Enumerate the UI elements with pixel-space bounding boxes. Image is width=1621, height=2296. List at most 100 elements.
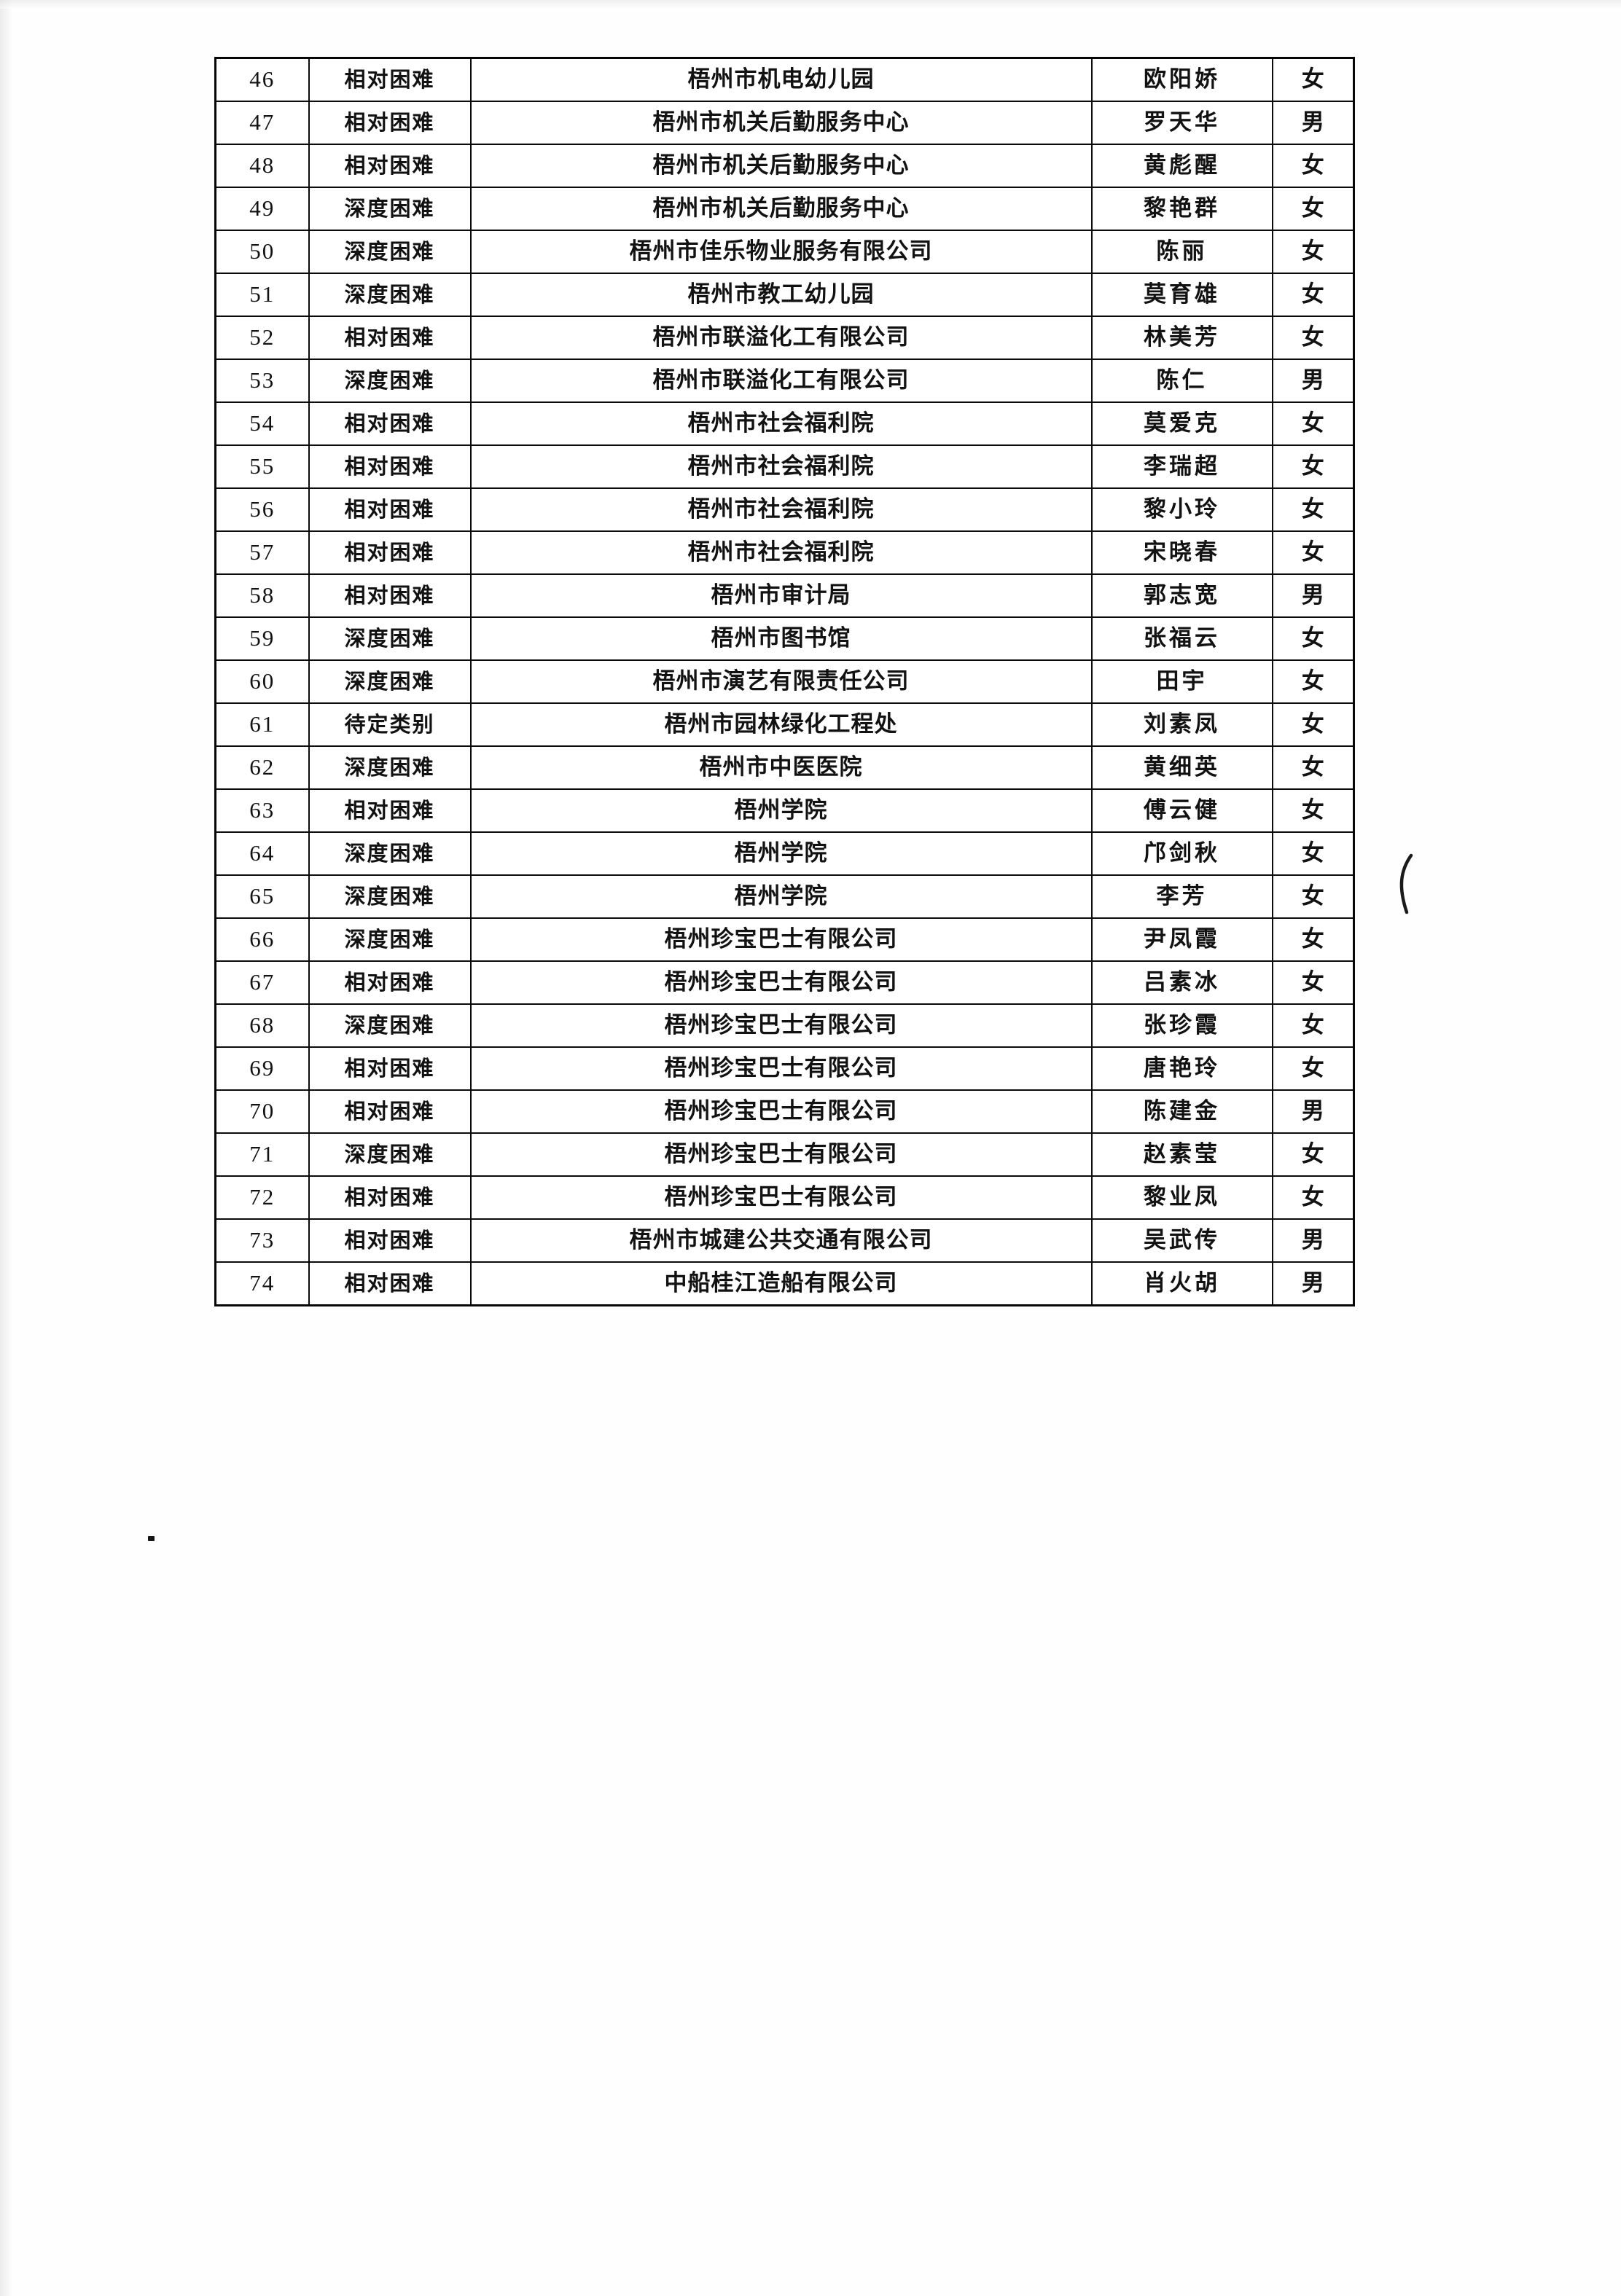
cell-organization-name: 梧州市中医医院 xyxy=(469,745,1093,790)
cell-organization-name: 梧州珍宝巴士有限公司 xyxy=(469,1089,1093,1134)
cell-organization-name: 梧州珍宝巴士有限公司 xyxy=(469,917,1093,962)
cell-person-name: 李芳 xyxy=(1090,874,1273,919)
cell-person-name: 郭志宽 xyxy=(1090,573,1273,618)
cell-organization-name: 梧州市联溢化工有限公司 xyxy=(469,316,1093,360)
cell-organization-name: 中船桂江造船有限公司 xyxy=(469,1261,1093,1306)
table-row: 68 深度困难 梧州珍宝巴士有限公司 张珍霞女 xyxy=(214,1003,1355,1048)
handwritten-pen-mark-icon xyxy=(1385,851,1429,917)
cell-difficulty-category: 相对困难 xyxy=(308,1218,472,1263)
cell-difficulty-category: 深度困难 xyxy=(308,187,472,231)
cell-difficulty-category: 相对困难 xyxy=(308,573,472,618)
cell-sequence-number: 57 xyxy=(214,530,310,575)
cell-gender: 女 xyxy=(1271,401,1355,446)
cell-gender: 女 xyxy=(1271,230,1355,274)
cell-organization-name: 梧州学院 xyxy=(469,788,1093,833)
cell-sequence-number: 49 xyxy=(214,187,310,231)
table-row: 48 相对困难 梧州市机关后勤服务中心 黄彪醒女 xyxy=(214,144,1355,188)
cell-sequence-number: 59 xyxy=(214,616,310,661)
table-row: 74 相对困难 中船桂江造船有限公司 肖火胡男 xyxy=(214,1261,1355,1306)
cell-gender: 女 xyxy=(1271,57,1355,102)
cell-gender: 女 xyxy=(1271,1132,1355,1177)
cell-sequence-number: 50 xyxy=(214,230,310,274)
table-row: 58 相对困难 梧州市审计局 郭志宽男 xyxy=(214,573,1355,618)
table-row: 69 相对困难 梧州珍宝巴士有限公司 唐艳玲女 xyxy=(214,1046,1355,1091)
cell-gender: 女 xyxy=(1271,1175,1355,1220)
cell-sequence-number: 48 xyxy=(214,144,310,188)
cell-sequence-number: 54 xyxy=(214,401,310,446)
cell-organization-name: 梧州市图书馆 xyxy=(469,616,1093,661)
cell-difficulty-category: 相对困难 xyxy=(308,316,472,360)
cell-difficulty-category: 相对困难 xyxy=(308,487,472,532)
table-row: 53 深度困难 梧州市联溢化工有限公司 陈仁男 xyxy=(214,358,1355,403)
cell-organization-name: 梧州市机关后勤服务中心 xyxy=(469,187,1093,231)
cell-organization-name: 梧州市教工幼儿园 xyxy=(469,273,1093,317)
cell-organization-name: 梧州珍宝巴士有限公司 xyxy=(469,960,1093,1005)
cell-sequence-number: 63 xyxy=(214,788,310,833)
cell-gender: 女 xyxy=(1271,444,1355,489)
cell-person-name: 林美芳 xyxy=(1090,316,1273,360)
cell-organization-name: 梧州市审计局 xyxy=(469,573,1093,618)
cell-person-name: 刘素凤 xyxy=(1090,702,1273,747)
table-row: 67 相对困难 梧州珍宝巴士有限公司 吕素冰女 xyxy=(214,960,1355,1005)
cell-sequence-number: 66 xyxy=(214,917,310,962)
cell-person-name: 唐艳玲 xyxy=(1090,1046,1273,1091)
cell-gender: 男 xyxy=(1271,358,1355,403)
cell-sequence-number: 68 xyxy=(214,1003,310,1048)
cell-sequence-number: 60 xyxy=(214,659,310,704)
cell-organization-name: 梧州珍宝巴士有限公司 xyxy=(469,1003,1093,1048)
cell-gender: 女 xyxy=(1271,874,1355,919)
table-row: 56 相对困难 梧州市社会福利院 黎小玲女 xyxy=(214,487,1355,532)
cell-organization-name: 梧州市社会福利院 xyxy=(469,401,1093,446)
scan-edge-shadow-left xyxy=(0,0,13,2296)
cell-person-name: 陈建金 xyxy=(1090,1089,1273,1134)
cell-gender: 男 xyxy=(1271,101,1355,145)
cell-difficulty-category: 深度困难 xyxy=(308,358,472,403)
cell-gender: 女 xyxy=(1271,659,1355,704)
cell-sequence-number: 56 xyxy=(214,487,310,532)
cell-person-name: 黄彪醒 xyxy=(1090,144,1273,188)
cell-gender: 女 xyxy=(1271,316,1355,360)
roster-table: 46 相对困难 梧州市机电幼儿园 欧阳娇女 47 相对困难 梧州市机关后勤服务中心 罗天华男 4… xyxy=(214,57,1355,1306)
cell-sequence-number: 58 xyxy=(214,573,310,618)
cell-difficulty-category: 相对困难 xyxy=(308,530,472,575)
cell-sequence-number: 71 xyxy=(214,1132,310,1177)
roster-table-body: 46 相对困难 梧州市机电幼儿园 欧阳娇女 47 相对困难 梧州市机关后勤服务中心 罗天华男 4… xyxy=(214,57,1355,1306)
cell-person-name: 宋晓春 xyxy=(1090,530,1273,575)
cell-organization-name: 梧州市联溢化工有限公司 xyxy=(469,358,1093,403)
cell-difficulty-category: 相对困难 xyxy=(308,1261,472,1306)
table-row: 54 相对困难 梧州市社会福利院 莫爱克女 xyxy=(214,401,1355,446)
table-row: 65 深度困难 梧州学院 李芳女 xyxy=(214,874,1355,919)
cell-person-name: 吴武传 xyxy=(1090,1218,1273,1263)
cell-difficulty-category: 相对困难 xyxy=(308,444,472,489)
cell-organization-name: 梧州市机电幼儿园 xyxy=(469,57,1093,102)
table-row: 52 相对困难 梧州市联溢化工有限公司 林美芳女 xyxy=(214,316,1355,360)
cell-sequence-number: 52 xyxy=(214,316,310,360)
cell-person-name: 李瑞超 xyxy=(1090,444,1273,489)
cell-organization-name: 梧州市城建公共交通有限公司 xyxy=(469,1218,1093,1263)
cell-difficulty-category: 深度困难 xyxy=(308,917,472,962)
cell-sequence-number: 69 xyxy=(214,1046,310,1091)
cell-gender: 男 xyxy=(1271,1089,1355,1134)
cell-person-name: 吕素冰 xyxy=(1090,960,1273,1005)
cell-sequence-number: 62 xyxy=(214,745,310,790)
cell-gender: 女 xyxy=(1271,144,1355,188)
cell-organization-name: 梧州学院 xyxy=(469,831,1093,876)
cell-person-name: 黎小玲 xyxy=(1090,487,1273,532)
cell-gender: 女 xyxy=(1271,187,1355,231)
table-row: 60 深度困难 梧州市演艺有限责任公司 田宇女 xyxy=(214,659,1355,704)
table-row: 73 相对困难 梧州市城建公共交通有限公司 吴武传男 xyxy=(214,1218,1355,1263)
cell-organization-name: 梧州学院 xyxy=(469,874,1093,919)
cell-person-name: 肖火胡 xyxy=(1090,1261,1273,1306)
cell-organization-name: 梧州市社会福利院 xyxy=(469,444,1093,489)
cell-gender: 女 xyxy=(1271,702,1355,747)
scan-edge-shadow-top xyxy=(0,0,1621,9)
cell-sequence-number: 72 xyxy=(214,1175,310,1220)
cell-gender: 女 xyxy=(1271,1003,1355,1048)
cell-sequence-number: 47 xyxy=(214,101,310,145)
table-row: 47 相对困难 梧州市机关后勤服务中心 罗天华男 xyxy=(214,101,1355,145)
cell-difficulty-category: 深度困难 xyxy=(308,874,472,919)
cell-organization-name: 梧州珍宝巴士有限公司 xyxy=(469,1132,1093,1177)
cell-person-name: 邝剑秋 xyxy=(1090,831,1273,876)
cell-person-name: 尹凤霞 xyxy=(1090,917,1273,962)
cell-gender: 女 xyxy=(1271,487,1355,532)
